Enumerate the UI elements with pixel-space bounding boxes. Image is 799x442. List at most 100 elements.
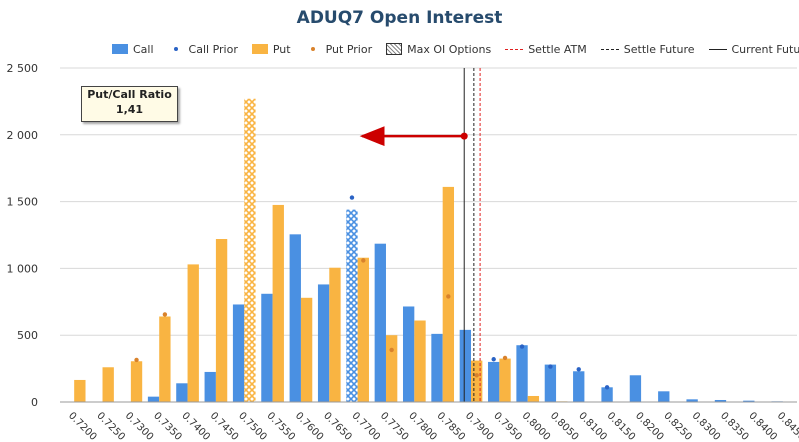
legend-settle-atm-swatch [505, 48, 524, 50]
y-tick-label: 1 500 [7, 196, 39, 209]
legend-max-oi-label: Max OI Options [407, 42, 492, 56]
legend-max-oi-swatch [386, 43, 403, 55]
call-bar [714, 399, 727, 402]
legend-settle-atm-label: Settle ATM [528, 42, 587, 56]
call-bar [658, 391, 670, 402]
call-prior-dot [349, 195, 355, 200]
x-tick-label: 0.8000 [520, 410, 553, 442]
legend-put-prior[interactable]: Put Prior [305, 42, 373, 56]
put-call-ratio-box: Put/Call Ratio 1,41 [81, 86, 178, 122]
put-bar [499, 358, 511, 402]
call-bar [346, 209, 358, 402]
call-bar [317, 284, 330, 402]
x-tick-label: 0.7400 [179, 410, 212, 442]
put-bar [215, 239, 228, 402]
arrow-origin-dot [460, 132, 468, 140]
call-bar [459, 329, 472, 402]
x-tick-label: 0.7500 [236, 410, 269, 442]
put-bar [272, 204, 284, 402]
put-prior-dot [162, 312, 168, 317]
put-bar [357, 257, 369, 402]
call-bar [743, 400, 755, 402]
call-bar [629, 375, 642, 402]
put-bar [471, 360, 483, 402]
x-tick-label: 0.8450 [775, 410, 799, 442]
x-tick-label: 0.8150 [605, 410, 638, 442]
x-tick-label: 0.8200 [633, 410, 666, 442]
x-tick-label: 0.7350 [151, 410, 184, 442]
put-bar [414, 320, 426, 402]
x-tick-label: 0.7700 [350, 410, 383, 442]
legend-call[interactable]: Call [112, 43, 154, 56]
call-bar [431, 333, 443, 402]
legend-settle-future-swatch [600, 48, 619, 50]
call-bar [516, 345, 528, 402]
put-bar [244, 98, 256, 402]
call-prior-dot [548, 364, 553, 369]
put-prior-dot [134, 357, 139, 363]
legend-call-label: Call [133, 42, 154, 56]
put-bar [385, 335, 398, 402]
x-tick-label: 0.7250 [94, 410, 127, 442]
put-prior-dot [474, 373, 479, 378]
legend-call-prior-swatch [168, 44, 184, 54]
y-tick-label: 500 [17, 329, 38, 342]
put-bar [102, 367, 114, 402]
chart-legend: Call Call Prior Put Put Prior Max OI Opt… [112, 40, 799, 58]
y-tick-label: 1 000 [7, 262, 39, 275]
x-tick-label: 0.8350 [718, 410, 751, 442]
chart-title: ADUQ7 Open Interest [296, 8, 503, 28]
x-tick-label: 0.8100 [576, 410, 609, 442]
legend-current-future-swatch [708, 48, 727, 50]
call-bar [374, 243, 386, 402]
call-bar [232, 304, 245, 402]
legend-put-prior-label: Put Prior [325, 42, 373, 56]
call-prior-dot [519, 344, 525, 349]
x-tick-label: 0.7550 [264, 410, 297, 442]
call-bar [601, 387, 613, 402]
call-prior-dot [491, 357, 496, 362]
y-tick-label: 2 000 [7, 129, 39, 142]
x-tick-label: 0.7800 [406, 410, 439, 442]
legend-max-oi[interactable]: Max OI Options [386, 43, 491, 56]
y-tick-label: 2 500 [7, 62, 39, 75]
put-bar [159, 316, 171, 402]
x-tick-label: 0.7650 [321, 410, 354, 442]
legend-current-future[interactable]: Current Future [708, 43, 799, 56]
put-prior-dot [389, 347, 394, 353]
legend-put[interactable]: Put [251, 42, 291, 56]
call-bar [573, 371, 585, 402]
legend-settle-future[interactable]: Settle Future [600, 42, 695, 56]
x-tick-label: 0.7300 [123, 410, 156, 442]
legend-call-prior[interactable]: Call Prior [168, 43, 238, 56]
legend-settle-atm[interactable]: Settle ATM [505, 43, 587, 56]
x-tick-label: 0.7600 [293, 410, 326, 442]
call-bar [488, 361, 500, 402]
legend-settle-future-label: Settle Future [623, 42, 695, 56]
call-prior-dot [576, 367, 581, 372]
put-bar [329, 267, 341, 402]
call-bar [147, 396, 160, 402]
put-prior-dot [502, 355, 508, 361]
x-tick-label: 0.7450 [208, 410, 241, 442]
y-tick-label: 0 [31, 396, 38, 409]
x-tick-label: 0.8050 [548, 410, 581, 442]
put-bar [130, 361, 143, 402]
call-bar [204, 371, 216, 402]
x-tick-label: 0.8250 [661, 410, 694, 442]
x-tick-label: 0.7200 [66, 410, 99, 442]
call-bar [686, 399, 698, 402]
put-call-ratio-label: Put/Call Ratio [87, 88, 172, 101]
legend-put-label: Put [272, 42, 291, 56]
call-prior-dot [604, 385, 610, 390]
x-tick-label: 0.7900 [463, 410, 496, 442]
legend-put-swatch [251, 44, 268, 54]
x-tick-label: 0.8400 [746, 410, 779, 442]
call-bar [261, 293, 273, 402]
put-bar [527, 395, 540, 402]
call-bar [402, 306, 415, 402]
x-tick-label: 0.7750 [378, 410, 411, 442]
put-prior-dot [446, 294, 451, 299]
legend-put-prior-swatch [305, 44, 321, 54]
